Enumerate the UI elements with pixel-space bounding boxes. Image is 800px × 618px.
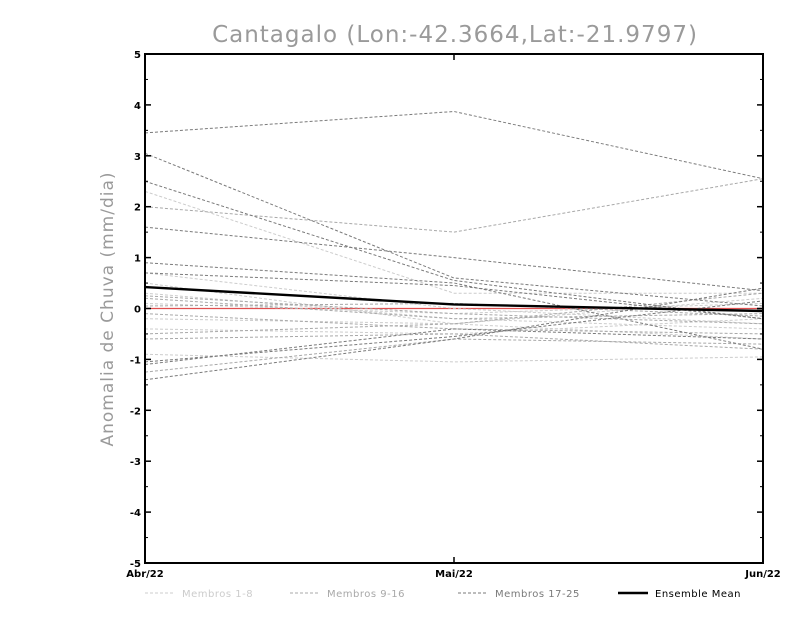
y-tick-label: -1 <box>130 355 141 366</box>
y-tick-label: -4 <box>130 508 141 519</box>
x-tick-label: Mai/22 <box>435 569 473 580</box>
axes-layer: -5 -4 -3 -2 -1 0 1 2 3 4 5 Abr/22 Mai/22 Jun/22 <box>126 50 781 580</box>
series-line-membro-15 <box>144 302 764 317</box>
series-line-membro-24 <box>144 287 764 381</box>
legend-label-1: Membros 1-8 <box>182 589 253 600</box>
ensemble-mean-line <box>144 285 764 313</box>
series-line-membro-16 <box>144 292 764 335</box>
y-tick-label: 3 <box>134 152 141 163</box>
series-line-membro-17 <box>144 110 764 180</box>
series-line-membro-20 <box>144 226 764 292</box>
y-tick-label: -5 <box>130 559 141 570</box>
series-line-membro-6 <box>144 302 764 315</box>
x-tick-label: Jun/22 <box>744 569 781 580</box>
series-line-membro-3 <box>144 292 764 330</box>
y-tick-label: 5 <box>134 50 141 61</box>
series-line-membro-10 <box>144 297 764 320</box>
series-line-membro-2 <box>144 272 764 325</box>
legend: Membros 1-8 Membros 9-16 Membros 17-25 Ense… <box>145 589 741 600</box>
series-line-membro-4 <box>144 318 764 335</box>
y-tick-label: 0 <box>134 305 141 316</box>
series-line-membro-9 <box>144 178 764 233</box>
series-line-membro-18 <box>144 152 764 307</box>
series-line-membro-23 <box>144 300 764 363</box>
series-line-membro-25 <box>144 328 764 365</box>
series-line-membro-21 <box>144 262 764 350</box>
legend-label-4: Ensemble Mean <box>655 589 741 600</box>
series-line-membro-13 <box>144 295 764 325</box>
series-line-membro-7 <box>144 318 764 340</box>
legend-label-3: Membros 17-25 <box>495 589 580 600</box>
series-line-membro-12 <box>144 333 764 350</box>
series-layer <box>144 110 764 381</box>
series-line-membro-19 <box>144 180 764 320</box>
legend-label-2: Membros 9-16 <box>327 589 405 600</box>
series-line-membro-14 <box>144 338 764 373</box>
y-axis-label: Anomalia de Chuva (mm/dia) <box>98 171 118 446</box>
series-line-membro-8 <box>144 282 764 325</box>
series-line-membro-5 <box>144 353 764 363</box>
y-tick-label: -3 <box>130 457 141 468</box>
y-tick-label: 2 <box>134 203 141 214</box>
series-line-membro-1 <box>144 190 763 294</box>
y-tick-label: 4 <box>134 101 141 112</box>
y-tick-label: -2 <box>130 406 141 417</box>
x-tick-label: Abr/22 <box>126 569 163 580</box>
y-tick-label: 1 <box>134 254 141 265</box>
chart-title: Cantagalo (Lon:-42.3664,Lat:-21.9797) <box>212 22 698 48</box>
series-line-membro-11 <box>144 313 764 335</box>
